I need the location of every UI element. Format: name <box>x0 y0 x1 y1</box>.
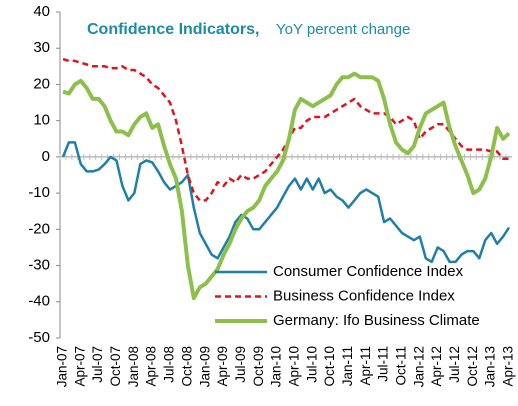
y-tick-label: 0 <box>42 148 50 165</box>
legend-label: Germany: Ifo Business Climate <box>273 312 480 329</box>
x-tick-label: Apr-11 <box>358 346 373 386</box>
x-tick-label: Oct-12 <box>465 346 480 387</box>
x-tick-label: Jul-10 <box>304 346 319 383</box>
x-tick-label: Jan-07 <box>55 346 70 387</box>
chart-title: Confidence Indicators, <box>87 21 259 38</box>
y-tick-label: -40 <box>28 293 50 310</box>
x-tick-label: Jan-13 <box>483 346 498 387</box>
legend-label: Consumer Confidence Index <box>273 263 464 280</box>
y-tick-label: -30 <box>28 257 50 274</box>
x-tick-label: Apr-09 <box>215 346 230 387</box>
y-tick-label: 20 <box>33 75 50 92</box>
series-line <box>61 141 511 264</box>
x-tick-label: Oct-10 <box>322 346 337 387</box>
x-tick-label: Jul-12 <box>447 346 462 383</box>
x-tick-label: Apr-13 <box>501 346 516 387</box>
y-tick-label: 40 <box>33 3 50 20</box>
y-tick-label: -10 <box>28 184 50 201</box>
x-tick-label: Jan-10 <box>269 346 284 387</box>
x-tick-label: Apr-10 <box>286 346 301 387</box>
x-tick-label: Jan-12 <box>411 346 426 387</box>
x-tick-label: Jul-07 <box>90 346 105 383</box>
x-tick-label: Oct-11 <box>394 346 409 386</box>
x-tick-label: Oct-07 <box>108 346 123 387</box>
x-tick-label: Jul-09 <box>233 346 248 383</box>
x-tick-label: Jan-09 <box>197 346 212 387</box>
x-tick-label: Apr-08 <box>144 346 159 387</box>
y-tick-label: 10 <box>33 112 50 129</box>
x-tick-label: Oct-08 <box>179 346 194 387</box>
x-tick-label: Jul-11 <box>376 346 391 382</box>
x-tick-label: Oct-09 <box>251 346 266 387</box>
y-tick-label: 30 <box>33 39 50 56</box>
x-tick-label: Apr-12 <box>429 346 444 387</box>
x-tick-label: Jan-08 <box>126 346 141 387</box>
chart-subtitle: YoY percent change <box>276 21 410 38</box>
x-tick-label: Jul-08 <box>162 346 177 383</box>
y-tick-label: -50 <box>28 329 50 346</box>
x-tick-label: Jan-11 <box>340 346 355 386</box>
legend-label: Business Confidence Index <box>273 287 455 304</box>
y-tick-label: -20 <box>28 220 50 237</box>
x-tick-label: Apr-07 <box>72 346 87 387</box>
series-line <box>62 71 511 301</box>
